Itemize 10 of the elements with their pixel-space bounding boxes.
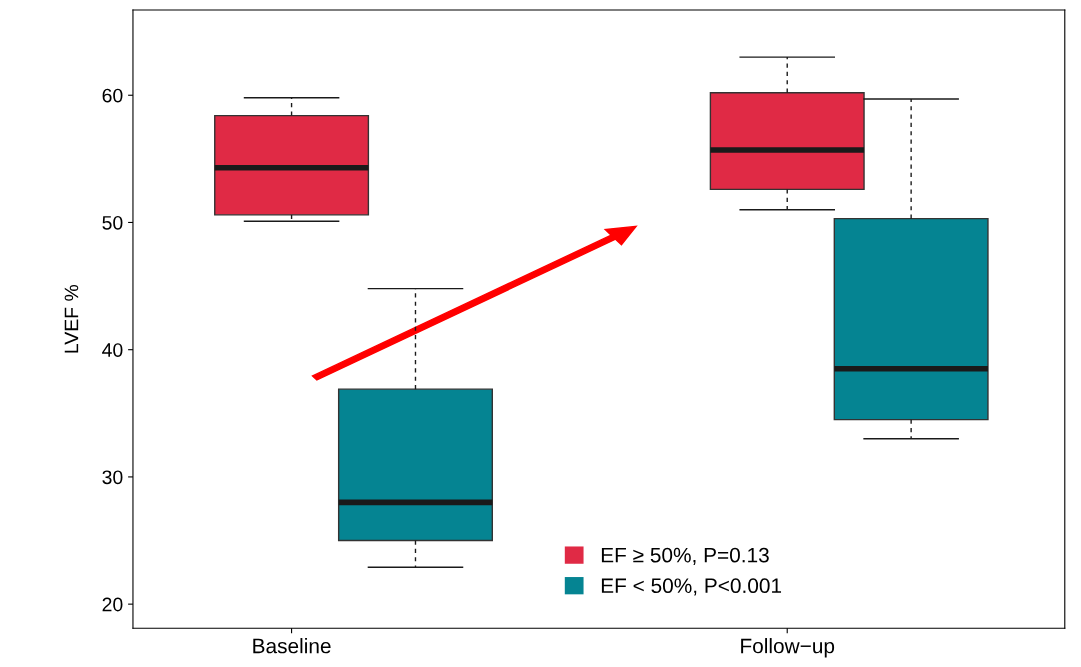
x-tick-label: Follow−up bbox=[741, 638, 835, 658]
y-tick-label: 20 bbox=[102, 597, 123, 612]
y-tick-label: 50 bbox=[102, 215, 123, 230]
y-tick-label: 40 bbox=[102, 343, 123, 357]
y-tick-label: 60 bbox=[102, 88, 123, 103]
legend-label: EF ≥ 50%, P=0.13 bbox=[601, 547, 769, 565]
x-tick-label: Baseline bbox=[253, 638, 331, 654]
y-tick-label: 30 bbox=[102, 470, 123, 485]
legend-label: EF < 50%, P<0.001 bbox=[601, 578, 782, 596]
y-axis-title: LVEF % bbox=[64, 284, 79, 353]
